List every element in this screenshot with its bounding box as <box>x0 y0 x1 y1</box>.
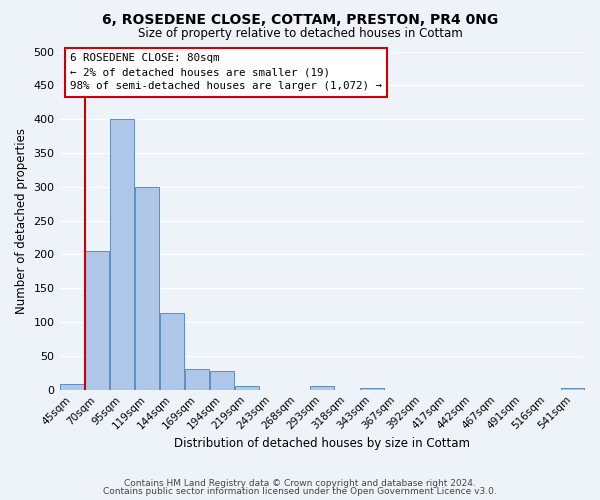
Text: Contains public sector information licensed under the Open Government Licence v3: Contains public sector information licen… <box>103 487 497 496</box>
Bar <box>185 370 209 390</box>
Bar <box>135 187 159 390</box>
Bar <box>160 314 184 390</box>
Bar <box>310 386 334 390</box>
Bar <box>210 372 234 390</box>
X-axis label: Distribution of detached houses by size in Cottam: Distribution of detached houses by size … <box>174 437 470 450</box>
Text: Size of property relative to detached houses in Cottam: Size of property relative to detached ho… <box>137 28 463 40</box>
Bar <box>560 388 584 390</box>
Bar <box>85 251 109 390</box>
Text: 6 ROSEDENE CLOSE: 80sqm
← 2% of detached houses are smaller (19)
98% of semi-det: 6 ROSEDENE CLOSE: 80sqm ← 2% of detached… <box>70 53 382 91</box>
Bar <box>235 386 259 390</box>
Bar <box>60 384 84 390</box>
Bar <box>361 388 384 390</box>
Y-axis label: Number of detached properties: Number of detached properties <box>15 128 28 314</box>
Text: Contains HM Land Registry data © Crown copyright and database right 2024.: Contains HM Land Registry data © Crown c… <box>124 478 476 488</box>
Text: 6, ROSEDENE CLOSE, COTTAM, PRESTON, PR4 0NG: 6, ROSEDENE CLOSE, COTTAM, PRESTON, PR4 … <box>102 12 498 26</box>
Bar <box>110 119 134 390</box>
